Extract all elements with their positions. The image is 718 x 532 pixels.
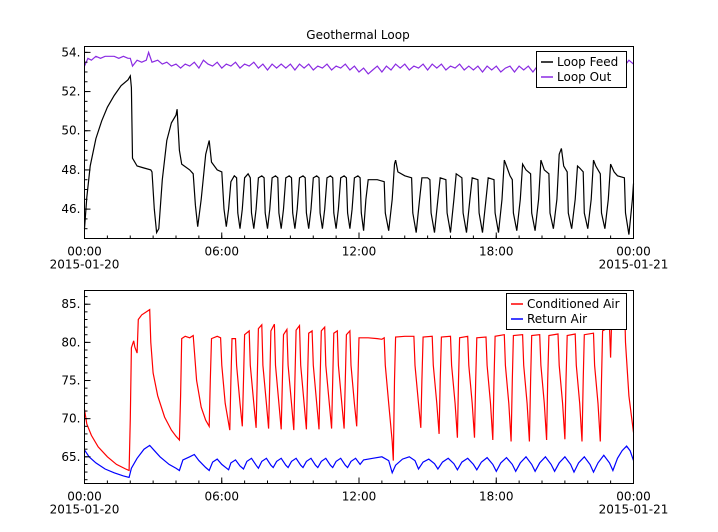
x-tick-label: 06:00 — [204, 245, 239, 259]
x-tick-label: 00:00 — [67, 490, 102, 504]
x-tick-label: 00:00 — [616, 490, 651, 504]
series-line-0 — [83, 296, 635, 472]
y-tick-label: 48. — [61, 163, 80, 177]
series-line-0 — [83, 73, 635, 235]
geothermal-loop-chart: Geothermal Loop 46.48.50.52.54.00:002015… — [50, 28, 669, 272]
x-tick-label: 2015-01-20 — [50, 503, 120, 517]
series-lines — [83, 296, 635, 479]
x-tick-label: 00:00 — [616, 245, 651, 259]
legend-label-0: Loop Feed — [557, 55, 618, 69]
legend-label-0: Conditioned Air — [527, 297, 620, 311]
x-tick-label: 00:00 — [67, 245, 102, 259]
x-tick-label: 2015-01-21 — [599, 503, 669, 517]
x-tick-label: 18:00 — [479, 245, 514, 259]
y-tick-label: 46. — [61, 202, 80, 216]
series-line-1 — [84, 444, 635, 479]
y-tick-label: 75. — [61, 374, 80, 388]
x-tick-label: 18:00 — [479, 490, 514, 504]
x-tick-label: 2015-01-20 — [50, 258, 120, 272]
x-tick-label: 2015-01-21 — [599, 258, 669, 272]
y-tick-label: 54. — [61, 45, 80, 59]
x-tick-label: 12:00 — [342, 490, 377, 504]
y-tick-label: 50. — [61, 124, 80, 138]
y-tick-label: 80. — [61, 335, 80, 349]
y-tick-label: 85. — [61, 297, 80, 311]
y-tick-label: 70. — [61, 412, 80, 426]
legend-box — [506, 293, 627, 330]
legend-box — [536, 51, 627, 88]
legend-label-1: Return Air — [527, 312, 587, 326]
chart-title: Geothermal Loop — [306, 28, 409, 42]
x-tick-label: 06:00 — [204, 490, 239, 504]
y-tick-label: 65. — [61, 450, 80, 464]
y-tick-label: 52. — [61, 85, 80, 99]
legend-label-1: Loop Out — [557, 70, 612, 84]
x-tick-label: 12:00 — [342, 245, 377, 259]
